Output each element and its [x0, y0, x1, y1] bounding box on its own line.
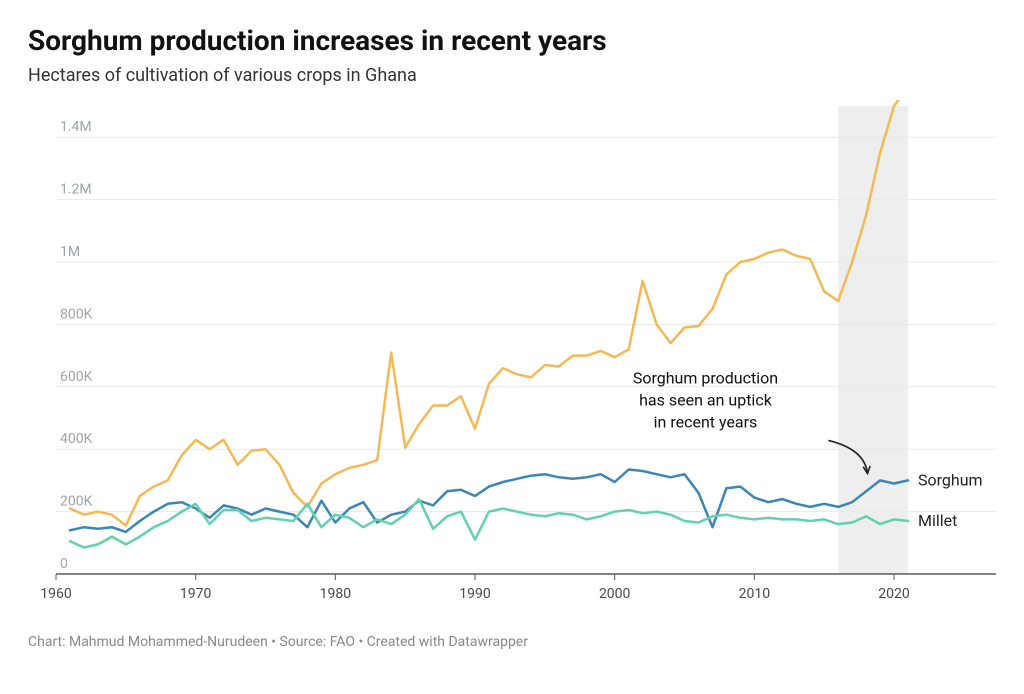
y-tick-label: 400K — [60, 431, 93, 447]
y-tick-label: 1.2M — [60, 181, 92, 197]
x-tick-label: 2010 — [739, 586, 771, 602]
x-tick-label: 1960 — [40, 586, 72, 602]
y-tick-label: 800K — [60, 306, 93, 322]
annotation-text: in recent years — [654, 412, 758, 431]
chart-title: Sorghum production increases in recent y… — [28, 26, 996, 57]
series-line-millet — [70, 499, 908, 547]
y-tick-label: 1M — [60, 244, 80, 260]
annotation-text: has seen an uptick — [639, 390, 773, 409]
x-tick-label: 2020 — [878, 586, 910, 602]
y-tick-label: 600K — [60, 369, 93, 385]
x-tick-label: 1990 — [459, 586, 491, 602]
y-tick-label: 0 — [60, 556, 68, 572]
x-tick-label: 2000 — [599, 586, 631, 602]
chart-area: 0 200K 400K 600K 800K 1M 1.2M 1.4M 1960 1970 1980 1… — [28, 100, 996, 620]
series-label-sorghum: Sorghum — [918, 470, 983, 489]
series-label-millet: Millet — [918, 511, 957, 530]
chart-subtitle: Hectares of cultivation of various crops… — [28, 65, 996, 86]
series-line-maize — [70, 100, 908, 526]
y-tick-label: 1.4M — [60, 119, 92, 135]
x-tick-label: 1970 — [180, 586, 212, 602]
line-chart-svg: 0 200K 400K 600K 800K 1M 1.2M 1.4M 1960 1970 1980 1… — [28, 100, 996, 620]
y-tick-label: 200K — [60, 493, 93, 509]
chart-container: Sorghum production increases in recent y… — [0, 0, 1024, 694]
chart-credit: Chart: Mahmud Mohammed-Nurudeen • Source… — [28, 634, 996, 650]
series-line-sorghum — [70, 469, 908, 531]
x-tick-label: 1980 — [320, 586, 352, 602]
annotation-text: Sorghum production — [633, 368, 778, 387]
